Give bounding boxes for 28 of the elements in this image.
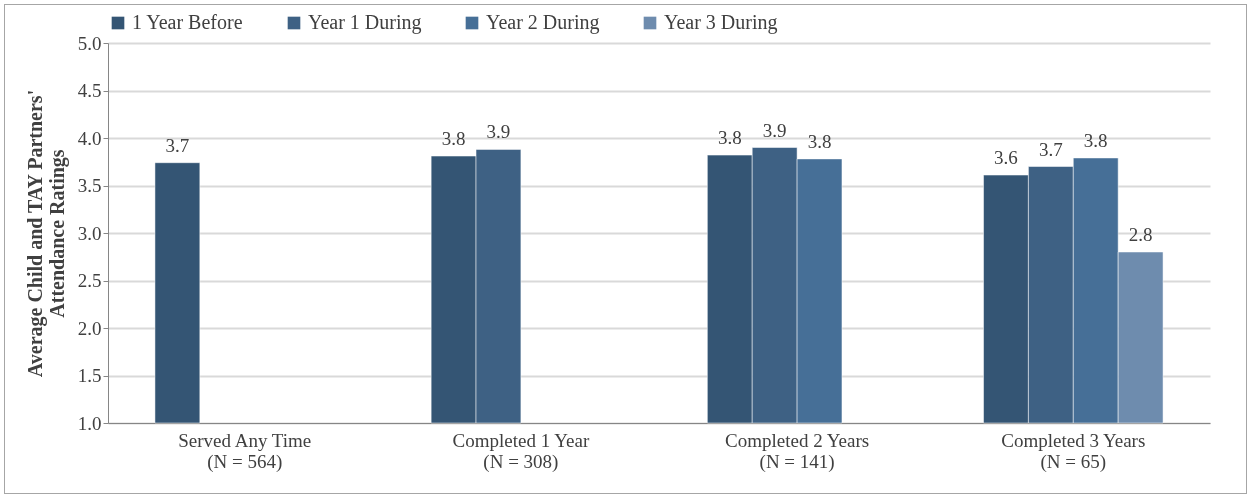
y-tick-label: 4.0 — [77, 127, 102, 149]
data-label: 3.7 — [1038, 138, 1063, 160]
data-label: 3.9 — [486, 121, 511, 143]
y-axis-title: Average Child and TAY Partners' Attendance Ratings — [23, 89, 69, 378]
y-tick-label: 4.5 — [77, 80, 102, 101]
data-label: 3.9 — [762, 119, 787, 141]
y-tick-label: 3.0 — [77, 222, 102, 244]
legend-label: Year 3 During — [664, 11, 778, 34]
x-tick-label: Served Any Time (N = 564) — [178, 429, 312, 473]
x-tick-label: Completed 2 Years (N = 141) — [725, 429, 870, 473]
x-tick-label: Completed 1 Year (N = 308) — [452, 429, 590, 473]
y-tick-label: 3.5 — [77, 175, 102, 196]
data-label: 3.8 — [717, 127, 742, 149]
y-tick-label: 1.0 — [77, 412, 102, 434]
legend-label: Year 2 During — [486, 11, 600, 34]
data-label: 3.7 — [165, 134, 190, 156]
x-tick-label: Completed 3 Years (N = 65) — [1001, 429, 1146, 473]
data-label: 3.8 — [807, 130, 832, 152]
data-label: 3.8 — [441, 128, 466, 150]
data-label: 3.6 — [994, 147, 1018, 169]
y-tick-label: 1.5 — [77, 365, 102, 386]
y-tick-label: 2.5 — [77, 270, 102, 291]
data-label: 2.8 — [1128, 224, 1153, 245]
y-tick-label: 5.0 — [77, 32, 102, 54]
data-label: 3.8 — [1083, 129, 1108, 151]
y-tick-label: 2.0 — [77, 317, 102, 339]
legend-label: Year 1 During — [308, 11, 422, 34]
legend-label: 1 Year Before — [132, 11, 243, 33]
